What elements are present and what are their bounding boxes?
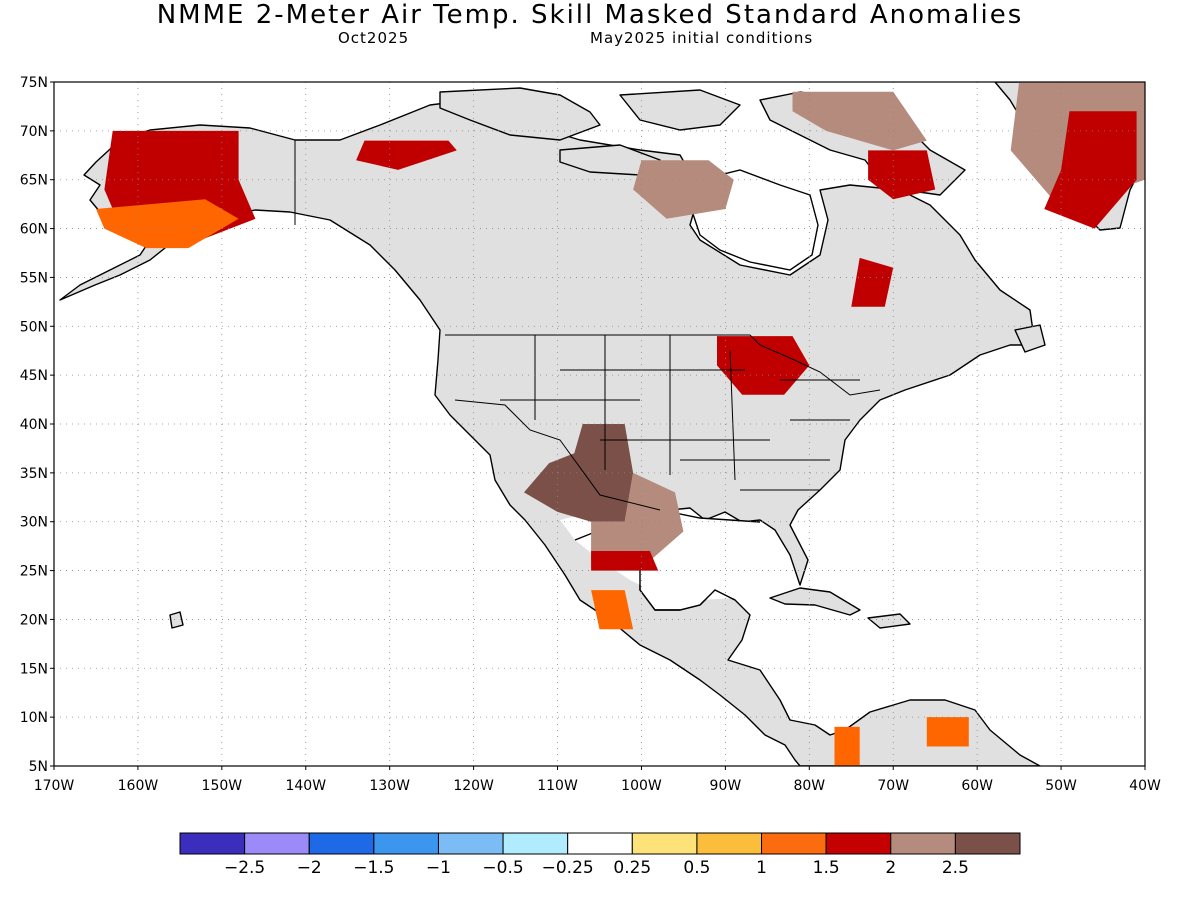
anomaly-region-southwest bbox=[524, 424, 634, 522]
anomaly-region-labrador bbox=[851, 257, 894, 307]
lat-tick-label: 60N bbox=[20, 222, 48, 238]
colorbar-swatch bbox=[244, 832, 310, 855]
colorbar-swatch bbox=[696, 832, 763, 855]
map-title: NMME 2-Meter Air Temp. Skill Masked Stan… bbox=[156, 0, 1024, 30]
anomaly-region-hudson-bay-north bbox=[633, 160, 734, 219]
lat-tick-label: 30N bbox=[20, 515, 48, 531]
colorbar-label: −1.5 bbox=[353, 858, 394, 878]
colorbar-swatch bbox=[567, 832, 633, 855]
lon-tick-label: 150W bbox=[202, 778, 243, 794]
lat-tick-label: 75N bbox=[20, 75, 48, 91]
initial-conditions: May2025 initial conditions bbox=[590, 29, 814, 47]
colorbar-label: −0.25 bbox=[542, 858, 594, 878]
lat-tick-label: 35N bbox=[20, 466, 48, 482]
anomaly-region-texas bbox=[591, 472, 684, 561]
colorbar-label: −0.5 bbox=[482, 858, 523, 878]
lon-tick-label: 120W bbox=[453, 778, 494, 794]
colorbar-label: 0.5 bbox=[683, 858, 710, 878]
colorbar-label: 2 bbox=[885, 858, 896, 878]
lon-tick-label: 70W bbox=[877, 778, 909, 794]
lon-tick-label: 80W bbox=[793, 778, 825, 794]
hispaniola bbox=[867, 613, 911, 629]
axis-ticks bbox=[50, 81, 1146, 770]
colorbar-label: 0.25 bbox=[613, 858, 651, 878]
lon-tick-label: 140W bbox=[285, 778, 326, 794]
lon-tick-label: 90W bbox=[710, 778, 742, 794]
colorbar-swatch bbox=[373, 832, 439, 855]
colorbar-swatch bbox=[890, 832, 956, 855]
lon-tick-label: 40W bbox=[1129, 778, 1161, 794]
north-america-landmass bbox=[59, 99, 1041, 766]
anomaly-region-mexico-west bbox=[591, 590, 634, 630]
lat-lon-grid bbox=[54, 82, 1145, 766]
colorbar-label: −2.5 bbox=[224, 858, 265, 878]
lat-tick-label: 45N bbox=[20, 368, 48, 384]
anomaly-region-tamaulipas bbox=[591, 551, 659, 571]
colorbar-label: −1 bbox=[426, 858, 451, 878]
newfoundland bbox=[1014, 324, 1046, 353]
colorbar-swatch bbox=[437, 832, 504, 855]
anomaly-region-baffin-south bbox=[868, 150, 936, 200]
anomaly-shading bbox=[96, 82, 1145, 766]
lon-tick-label: 130W bbox=[369, 778, 410, 794]
colorbar-label: 2.5 bbox=[942, 858, 969, 878]
colorbar-swatch bbox=[761, 832, 827, 855]
colorbar-swatch bbox=[825, 832, 892, 855]
lat-tick-label: 15N bbox=[20, 661, 48, 677]
lat-tick-label: 40N bbox=[20, 417, 48, 433]
anomaly-region-alaska-south bbox=[96, 199, 239, 249]
anomaly-region-colombia bbox=[834, 726, 860, 766]
lat-tick-label: 5N bbox=[29, 759, 48, 775]
lat-tick-label: 20N bbox=[20, 612, 48, 628]
colorbar-swatch bbox=[954, 832, 1021, 855]
colorbar-swatch bbox=[179, 832, 246, 855]
axis-labels: 75N 70N 65N 60N 55N 50N 45N 40N 35N 30N 25N 20N 15N 1… bbox=[20, 75, 1161, 794]
lat-tick-label: 70N bbox=[20, 124, 48, 140]
colorbar-label: 1.5 bbox=[813, 858, 840, 878]
cuba bbox=[769, 587, 861, 616]
lat-tick-label: 55N bbox=[20, 270, 48, 286]
lat-tick-label: 50N bbox=[20, 319, 48, 335]
anomaly-region-yukon-north bbox=[356, 140, 457, 170]
forecast-month: Oct2025 bbox=[338, 29, 410, 47]
anomaly-region-greenland-red bbox=[1044, 111, 1137, 229]
political-boundaries bbox=[294, 140, 881, 511]
lon-tick-label: 60W bbox=[961, 778, 993, 794]
colorbar-label: −2 bbox=[297, 858, 322, 878]
lon-tick-label: 110W bbox=[537, 778, 578, 794]
lon-tick-label: 170W bbox=[34, 778, 75, 794]
lon-tick-label: 50W bbox=[1045, 778, 1077, 794]
lon-tick-label: 160W bbox=[118, 778, 159, 794]
arctic-island bbox=[619, 89, 741, 131]
lon-tick-label: 100W bbox=[621, 778, 662, 794]
arctic-island bbox=[439, 87, 601, 141]
colorbar-label: 1 bbox=[756, 858, 767, 878]
anomaly-region-venezuela bbox=[926, 717, 969, 747]
colorbar: −2.5 −2 −1.5 −1 −0.5 −0.25 0.25 0.5 1 1.5 2 2.5 bbox=[179, 832, 1021, 878]
lat-tick-label: 65N bbox=[20, 173, 48, 189]
lat-tick-label: 10N bbox=[20, 710, 48, 726]
colorbar-swatch bbox=[308, 832, 375, 855]
colorbar-swatch bbox=[502, 832, 569, 855]
lat-tick-label: 25N bbox=[20, 564, 48, 580]
colorbar-swatch bbox=[631, 832, 698, 855]
hawaii bbox=[169, 611, 184, 629]
